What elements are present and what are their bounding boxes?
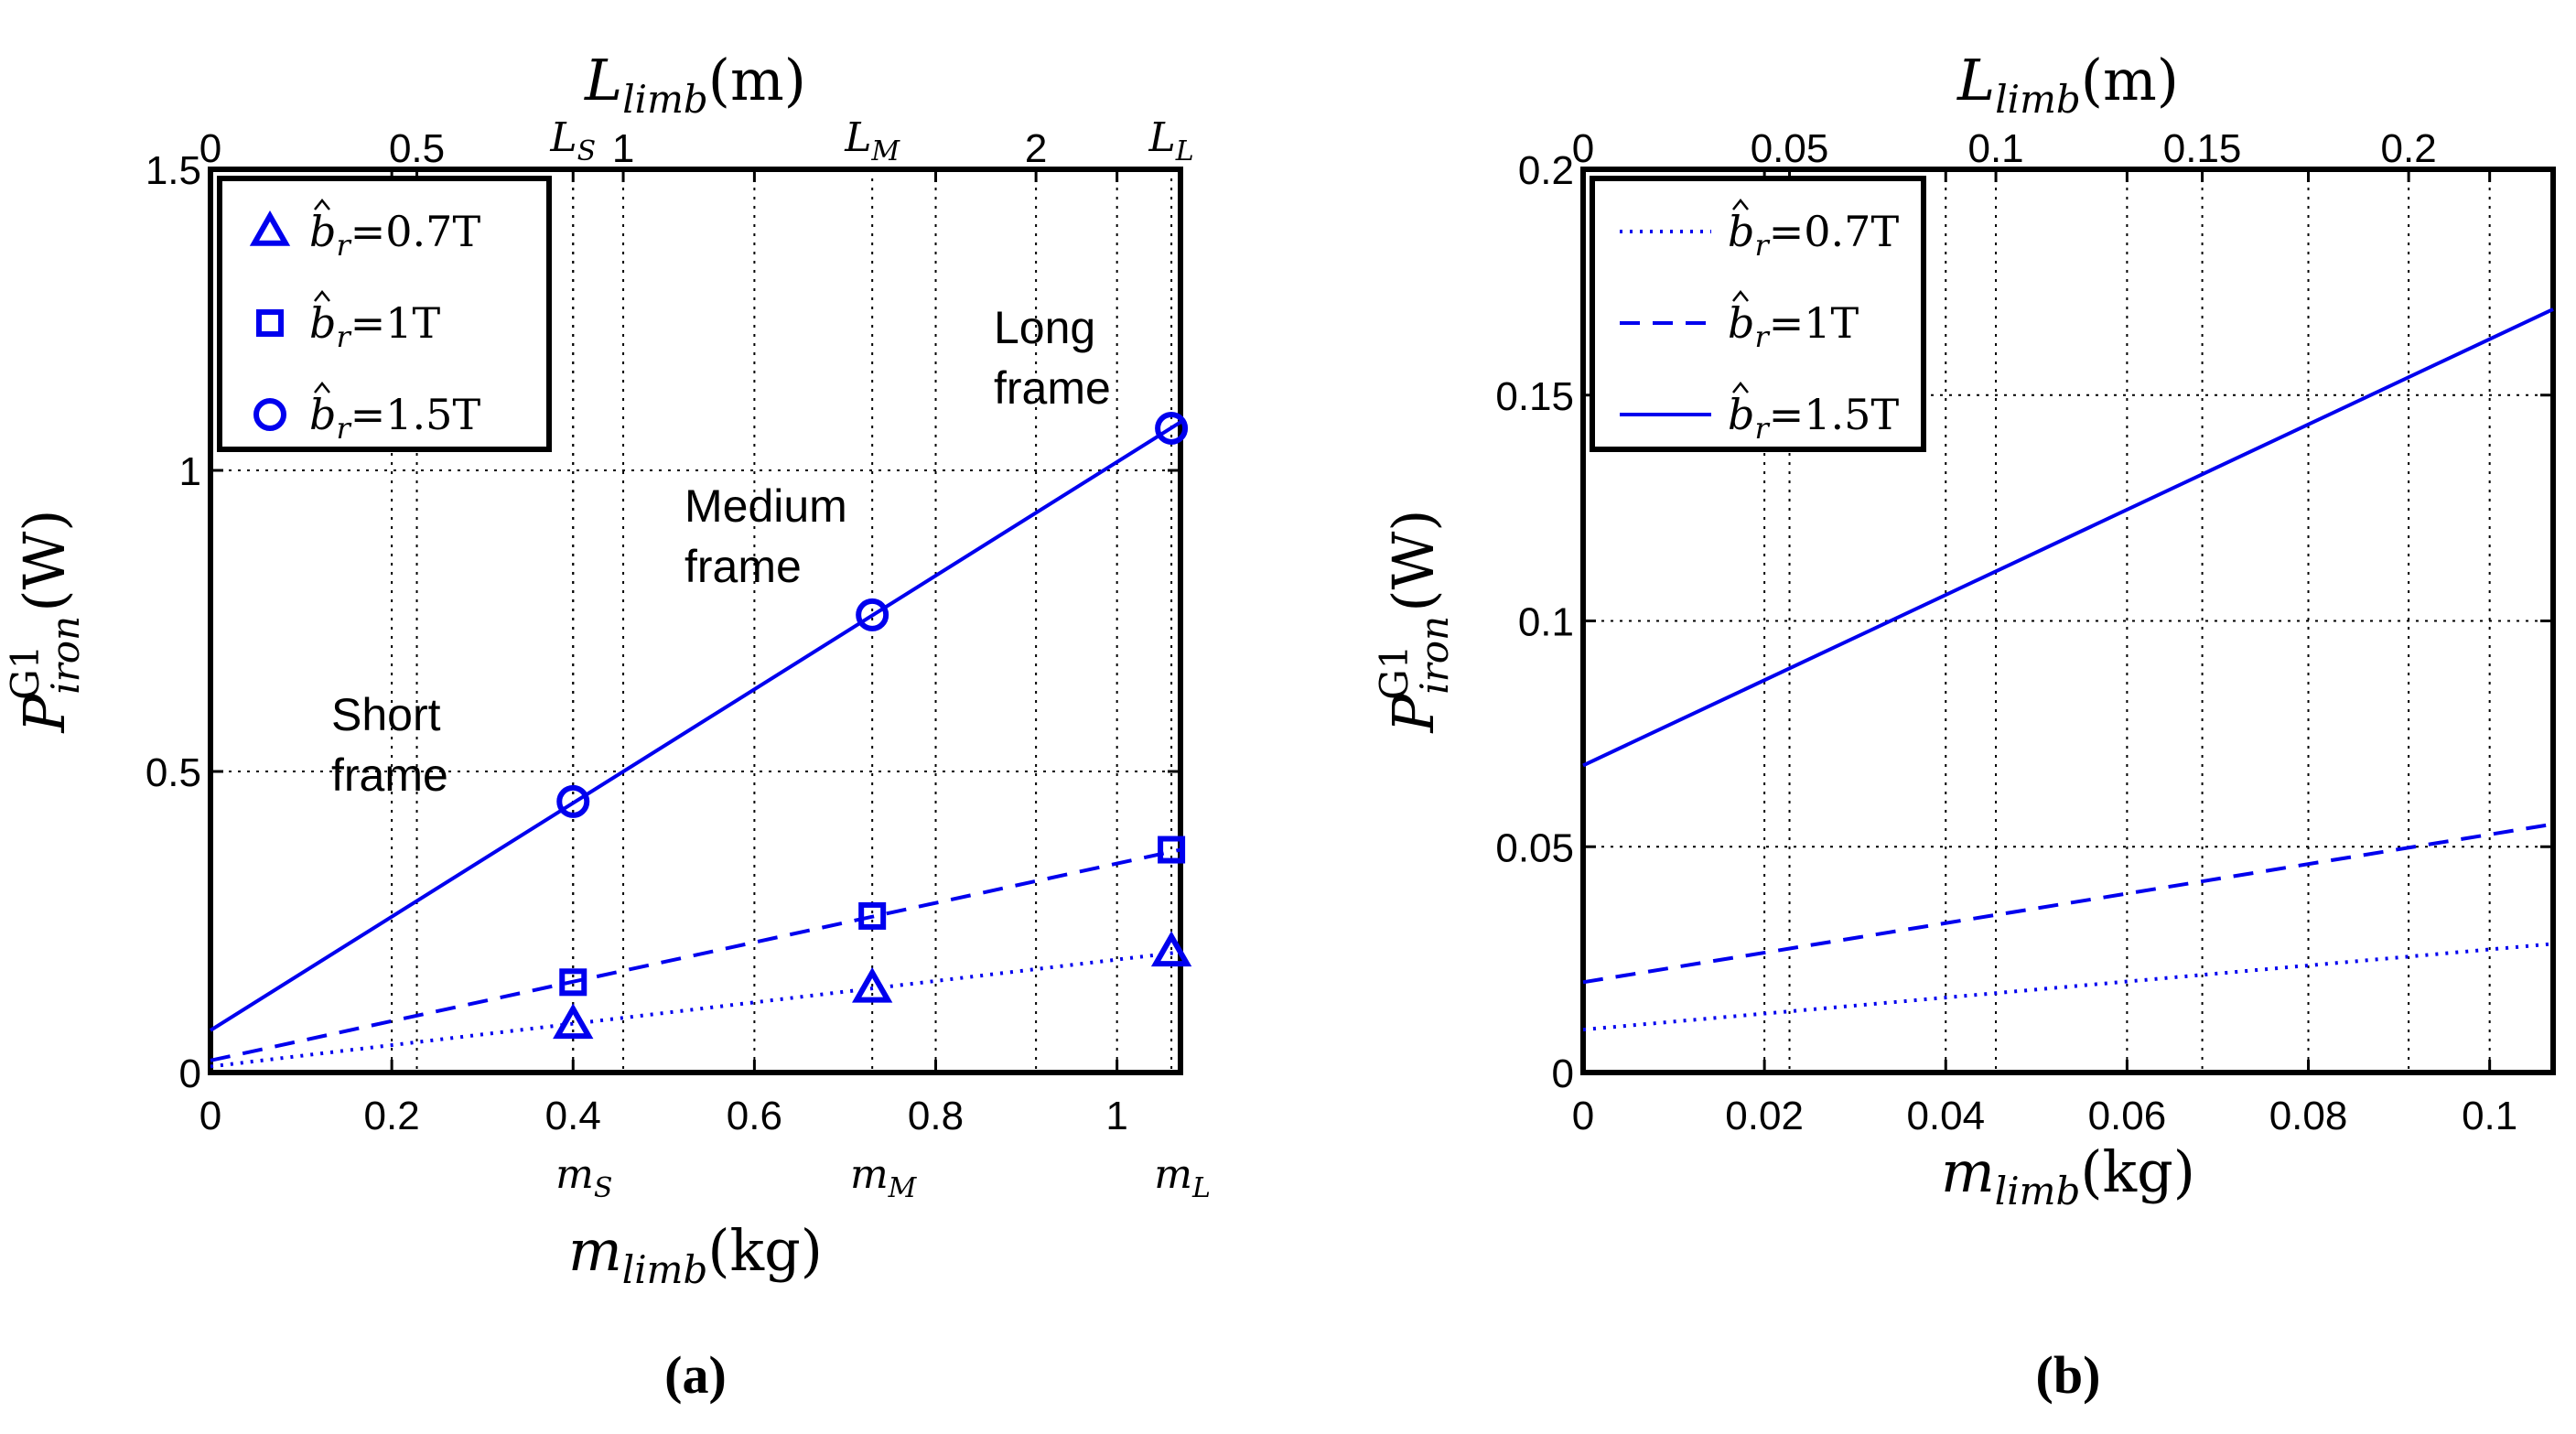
x-axis-title: mlimb(kg) xyxy=(568,1217,823,1292)
top-tick-label: 0.2 xyxy=(2381,126,2437,171)
frame-annotation: Short frame xyxy=(331,689,448,801)
top-axis-title: Llimb(m) xyxy=(584,47,806,122)
series-solid xyxy=(1582,307,2554,768)
hat-accent xyxy=(314,381,330,394)
x-tick-label: 0.06 xyxy=(2088,1094,2167,1138)
legend-box xyxy=(1590,176,1926,452)
x-tick-label: 0.6 xyxy=(727,1094,782,1138)
grid-lines xyxy=(210,169,1180,1073)
legend-label: br=0.7T xyxy=(1728,207,1899,263)
series-dotted xyxy=(210,931,1192,1069)
bottom-marker-label: mS xyxy=(555,1151,612,1204)
data-point-circle xyxy=(856,598,889,631)
x-tick-label: 0 xyxy=(199,1094,221,1138)
legend-marker-triangle xyxy=(249,210,291,246)
panel-label: (b) xyxy=(2036,1345,2101,1405)
legend-marker-circle xyxy=(253,398,286,431)
legend-label: br=1T xyxy=(1728,298,1859,354)
y-axis-title: PironG1(W) xyxy=(3,510,88,734)
top-tick-label: 2 xyxy=(1025,126,1047,171)
legend: br=0.7T br=1T br=1.5T xyxy=(1590,176,1926,452)
frame-annotation: Medium frame xyxy=(684,480,847,592)
legend-label: br=1T xyxy=(309,298,441,354)
data-point-square xyxy=(559,968,587,997)
series-dotted xyxy=(1582,942,2554,1032)
top-axis-title: Llimb(m) xyxy=(1956,47,2179,122)
hat-accent xyxy=(1732,289,1749,302)
y-tick-label: 0.05 xyxy=(1495,825,1574,870)
hat-accent xyxy=(1732,381,1749,394)
top-tick-label: 0.15 xyxy=(2163,126,2242,171)
data-point-square xyxy=(1158,836,1186,864)
data-point-triangle xyxy=(852,966,893,1003)
data-point-circle xyxy=(556,784,590,818)
top-tick-label: 1 xyxy=(612,126,634,171)
hat-accent xyxy=(314,289,330,302)
data-point-square xyxy=(858,901,887,930)
top-tick-label: 0.5 xyxy=(389,126,445,171)
y-tick-label: 0.2 xyxy=(1518,148,1574,193)
series-line xyxy=(210,950,1181,1069)
legend: br=0.7T br=1T br=1.5T xyxy=(217,176,552,452)
data-point-triangle xyxy=(553,1003,594,1040)
x-tick-label: 0.2 xyxy=(364,1094,420,1138)
top-tick-label: 0 xyxy=(1572,126,1594,171)
panel-a: 0 0.2 0.4 0.6 0.8 100.511.50 0.5 1 2Llimb(m)mlim… xyxy=(3,47,1211,1405)
hat-accent xyxy=(314,198,330,210)
x-tick-label: 0.1 xyxy=(2462,1094,2517,1138)
y-tick-label: 1 xyxy=(179,449,201,494)
y-tick-label: 1.5 xyxy=(146,148,201,193)
data-point-triangle xyxy=(1150,931,1192,967)
series-line xyxy=(1582,942,2554,1032)
plot-frame xyxy=(208,167,1183,1075)
bottom-marker-label: mM xyxy=(850,1151,918,1204)
x-tick-label: 0.02 xyxy=(1725,1094,1804,1138)
panel-label: (a) xyxy=(664,1345,727,1405)
x-tick-label: 1 xyxy=(1105,1094,1127,1138)
frame-annotation: Long frame xyxy=(994,302,1111,414)
series-line xyxy=(1582,307,2554,768)
top-marker-label: LM xyxy=(844,114,900,167)
hat-accent xyxy=(1732,198,1749,210)
top-marker-label: LL xyxy=(1148,114,1194,167)
x-tick-label: 0.04 xyxy=(1906,1094,1985,1138)
top-tick-label: 0.05 xyxy=(1751,126,1829,171)
legend-marker-square xyxy=(256,309,284,337)
x-tick-label: 0.8 xyxy=(908,1094,964,1138)
y-tick-label: 0.15 xyxy=(1495,374,1574,419)
legend-label: br=1.5T xyxy=(1728,390,1899,446)
y-tick-label: 0.1 xyxy=(1518,600,1574,645)
top-tick-label: 0 xyxy=(199,126,221,171)
series-dashed xyxy=(210,836,1186,1062)
data-point-circle xyxy=(1155,411,1189,445)
panel-b: 0 0.02 0.04 0.06 0.08 0.100.050.10.150.20 0.05… xyxy=(1372,47,2556,1405)
x-tick-label: 0.08 xyxy=(2269,1094,2348,1138)
x-axis-title: mlimb(kg) xyxy=(1941,1138,2195,1213)
top-tick-label: 0.1 xyxy=(1967,126,2023,171)
x-tick-label: 0 xyxy=(1572,1094,1594,1138)
legend-label: br=0.7T xyxy=(309,207,480,263)
y-tick-label: 0.5 xyxy=(146,750,201,795)
y-axis-title: PironG1(W) xyxy=(1372,510,1457,734)
x-tick-label: 0.4 xyxy=(545,1094,601,1138)
top-marker-label: LS xyxy=(549,114,596,167)
series-line xyxy=(210,847,1181,1062)
bottom-marker-label: mL xyxy=(1154,1151,1211,1204)
legend-label: br=1.5T xyxy=(309,390,480,446)
y-tick-label: 0 xyxy=(1552,1051,1574,1096)
y-tick-label: 0 xyxy=(179,1051,201,1096)
series-solid xyxy=(209,411,1189,1032)
series-line xyxy=(209,420,1182,1032)
